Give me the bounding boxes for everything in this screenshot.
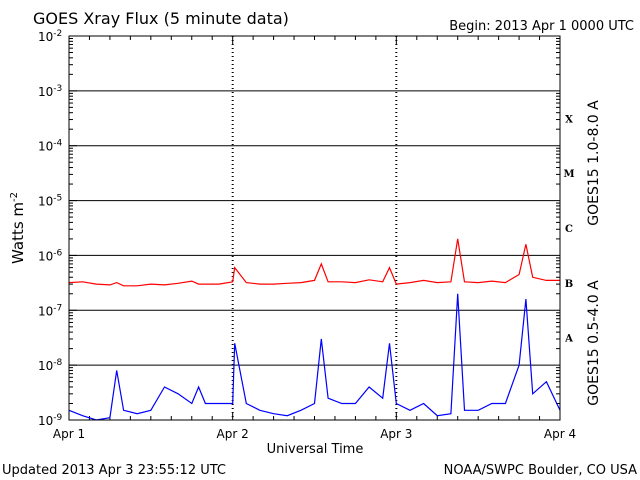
y-tick-base: 10 [38, 85, 53, 99]
y-tick-exponent: -8 [53, 358, 62, 368]
plot-frame [68, 35, 561, 421]
y-tick-exponent: -6 [53, 248, 62, 258]
flare-class-label: X [565, 114, 573, 125]
x-axis-tick-labels: Apr 1 Apr 2 Apr 3 Apr 4 [53, 427, 576, 441]
x-axis-label: Universal Time [267, 442, 364, 457]
series-line-short-channel [68, 293, 561, 421]
y-axis-label-text: Watts m [9, 202, 27, 264]
y-tick-label: 10-4 [38, 139, 63, 154]
chart-title: GOES Xray Flux (5 minute data) [33, 9, 289, 28]
y-tick-base: 10 [38, 30, 53, 44]
flare-class-label: B [565, 279, 573, 290]
y-tick-label: 10-8 [38, 358, 63, 373]
series-line-long-channel [68, 238, 560, 287]
y-axis-tick-labels: 10-910-810-710-610-510-410-310-2 [38, 29, 63, 428]
y-tick-label: 10-3 [38, 84, 62, 99]
y-tick-label: 10-7 [38, 303, 62, 318]
flare-class-label: C [565, 224, 573, 235]
y-axis-label-exponent: -2 [9, 192, 20, 202]
y-tick-exponent: -9 [53, 413, 62, 423]
y-tick-label: 10-6 [38, 248, 63, 263]
plot-grid [68, 35, 561, 421]
begin-time: Begin: 2013 Apr 1 0000 UTC [449, 19, 634, 34]
y-tick-label: 10-9 [38, 413, 63, 428]
y-tick-base: 10 [38, 414, 53, 428]
y-tick-exponent: -2 [53, 29, 62, 39]
y-tick-label: 10-2 [38, 29, 62, 44]
legend-long-channel: GOES15 1.0-8.0 A [586, 100, 602, 226]
x-tick-label: Apr 4 [544, 427, 576, 441]
data-series [68, 238, 561, 421]
flare-class-labels: A B C M X [563, 114, 574, 344]
updated-timestamp: Updated 2013 Apr 3 23:55:12 UTC [2, 463, 226, 478]
y-tick-base: 10 [38, 304, 53, 318]
y-tick-exponent: -5 [53, 194, 62, 204]
x-tick-label: Apr 2 [217, 427, 249, 441]
flare-class-label: A [564, 334, 573, 345]
y-tick-base: 10 [38, 249, 53, 263]
y-tick-base: 10 [38, 195, 53, 209]
flare-class-label: M [563, 169, 574, 180]
y-tick-exponent: -4 [53, 139, 62, 149]
y-tick-label: 10-5 [38, 194, 62, 209]
y-tick-base: 10 [38, 359, 53, 373]
data-source-credit: NOAA/SWPC Boulder, CO USA [444, 463, 637, 478]
y-tick-base: 10 [38, 140, 53, 154]
y-axis-label: Watts m-2 [9, 192, 27, 264]
x-tick-label: Apr 3 [380, 427, 412, 441]
y-tick-exponent: -3 [53, 84, 62, 94]
y-tick-exponent: -7 [53, 303, 62, 313]
legend-short-channel: GOES15 0.5-4.0 A [586, 280, 602, 406]
x-tick-label: Apr 1 [53, 427, 85, 441]
